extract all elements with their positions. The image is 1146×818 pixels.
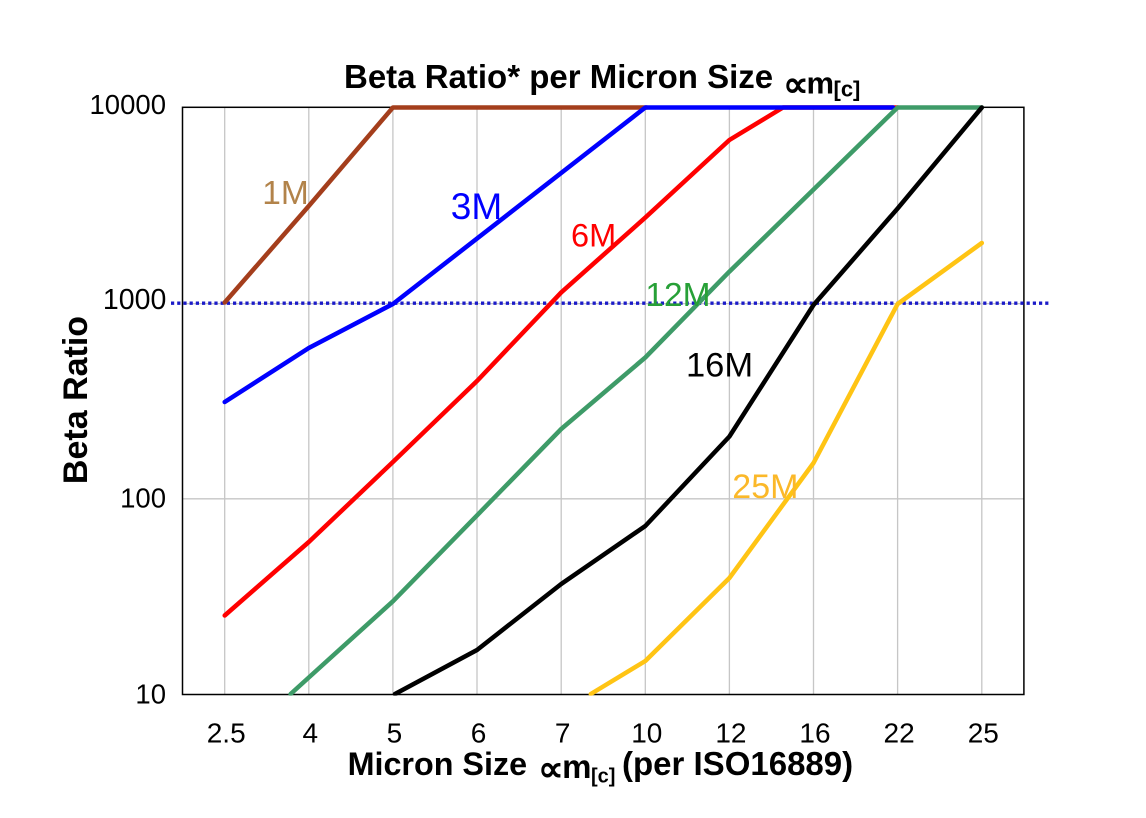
- svg-text:10: 10: [135, 679, 166, 710]
- svg-text:16M: 16M: [686, 347, 753, 385]
- svg-text:5: 5: [387, 718, 403, 749]
- svg-text:2.5: 2.5: [207, 718, 246, 749]
- svg-text:25M: 25M: [732, 468, 798, 506]
- svg-text:1M: 1M: [262, 175, 309, 212]
- svg-text:[c]: [c]: [591, 766, 615, 788]
- svg-text:Micron Size: Micron Size: [348, 746, 527, 782]
- svg-text:22: 22: [884, 718, 915, 749]
- svg-text:m: m: [562, 748, 591, 785]
- svg-text:3M: 3M: [451, 186, 502, 227]
- svg-text:[c]: [c]: [834, 77, 861, 102]
- svg-text:7: 7: [555, 718, 571, 749]
- svg-text:12: 12: [715, 718, 746, 749]
- svg-text:6M: 6M: [571, 218, 616, 254]
- svg-text:10000: 10000: [90, 89, 166, 120]
- svg-text:100: 100: [120, 483, 166, 514]
- svg-text:∝: ∝: [538, 748, 564, 789]
- svg-text:∝: ∝: [783, 63, 809, 104]
- svg-text:6: 6: [471, 718, 487, 749]
- svg-text:25: 25: [968, 718, 999, 749]
- svg-text:1000: 1000: [103, 284, 166, 316]
- svg-text:Beta Ratio: Beta Ratio: [57, 316, 95, 484]
- svg-text:10: 10: [631, 718, 662, 749]
- svg-text:16: 16: [799, 718, 830, 749]
- svg-text:4: 4: [303, 718, 319, 749]
- svg-text:(per ISO16889): (per ISO16889): [622, 745, 853, 782]
- svg-text:Beta Ratio* per Micron Size: Beta Ratio* per Micron Size: [344, 58, 773, 95]
- svg-text:m: m: [807, 65, 835, 100]
- svg-text:12M: 12M: [645, 277, 710, 314]
